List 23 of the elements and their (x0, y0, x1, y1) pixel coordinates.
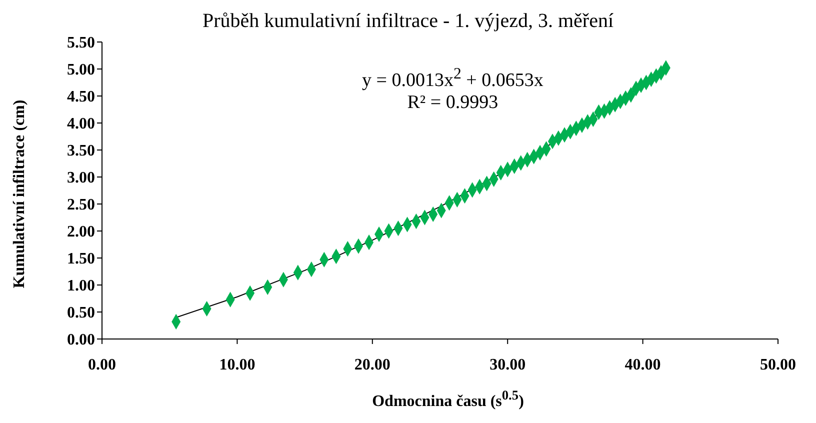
y-tick-label: 2.50 (67, 196, 95, 214)
chart-title: Průběh kumulativní infiltrace - 1. výjezd, 3. měření (202, 10, 614, 32)
y-tick-label: 0.00 (67, 332, 95, 349)
y-tick-label: 4.50 (67, 88, 95, 106)
y-tick-label: 3.50 (67, 142, 95, 160)
y-tick-label: 4.00 (67, 116, 95, 133)
x-tick-label: 30.00 (490, 356, 526, 374)
x-axis-title: Odmocnina času (s$^{0.5}$) (372, 388, 524, 410)
y-tick-label: 1.50 (67, 250, 95, 268)
x-tick-label: 20.00 (354, 356, 390, 374)
y-axis-title: Kumulativní infiltrace (cm) (11, 100, 28, 288)
x-tick-label: 40.00 (624, 356, 661, 374)
x-tick-label: 10.00 (219, 356, 256, 374)
y-tick-label: 3.00 (67, 170, 95, 187)
annotation: R² = 0.9993 (407, 92, 498, 114)
y-tick-label: 5.00 (67, 62, 95, 79)
y-tick-label: 5.50 (67, 34, 95, 52)
x-tick-label: 0.00 (88, 356, 116, 374)
y-tick-label: 2.00 (67, 224, 95, 241)
annotation: y = 0.0013x$^{2}$ + 0.0653x (362, 66, 544, 92)
y-tick-label: 1.00 (67, 278, 95, 295)
y-tick-label: 0.50 (67, 304, 95, 322)
x-tick-label: 50.00 (760, 356, 796, 374)
